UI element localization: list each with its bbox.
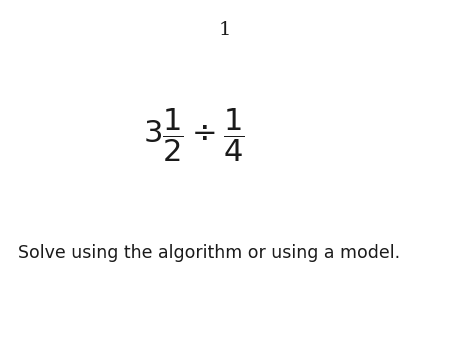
Text: Solve using the algorithm or using a model.: Solve using the algorithm or using a mod… xyxy=(18,244,400,263)
Text: $3\dfrac{1}{2} \div \dfrac{1}{4}$: $3\dfrac{1}{2} \div \dfrac{1}{4}$ xyxy=(143,106,244,164)
Text: 1: 1 xyxy=(219,21,231,40)
